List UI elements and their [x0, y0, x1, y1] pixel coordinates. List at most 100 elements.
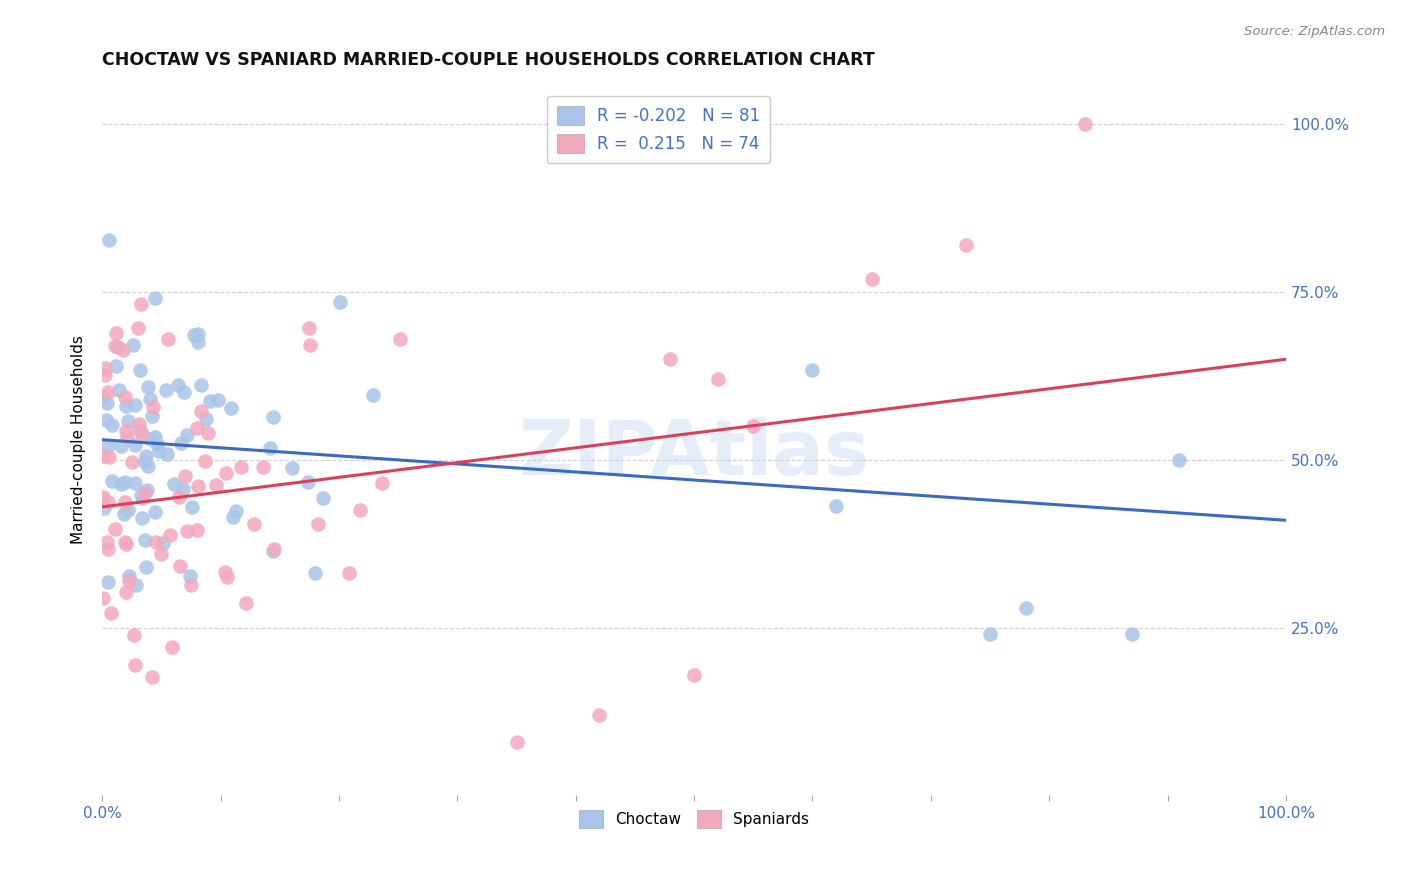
Point	[955, 238, 977, 252]
Point	[136, 458, 159, 473]
Point	[361, 388, 384, 402]
Point	[263, 542, 285, 557]
Point	[207, 393, 229, 408]
Point	[98, 233, 121, 247]
Point	[94, 368, 117, 382]
Point	[304, 566, 326, 581]
Point	[141, 432, 163, 446]
Point	[215, 466, 238, 480]
Point	[128, 417, 150, 431]
Point	[110, 476, 132, 491]
Point	[389, 332, 412, 346]
Point	[124, 475, 146, 490]
Point	[114, 494, 136, 508]
Point	[1121, 627, 1143, 641]
Point	[115, 399, 138, 413]
Point	[337, 566, 360, 580]
Point	[160, 640, 183, 654]
Point	[214, 565, 236, 579]
Point	[143, 430, 166, 444]
Point	[93, 591, 115, 605]
Point	[100, 606, 122, 620]
Point	[96, 439, 118, 453]
Point	[860, 271, 883, 285]
Point	[190, 377, 212, 392]
Point	[129, 296, 152, 310]
Point	[179, 568, 201, 582]
Point	[104, 522, 127, 536]
Point	[132, 491, 155, 505]
Point	[107, 340, 129, 354]
Point	[215, 570, 238, 584]
Point	[159, 528, 181, 542]
Point	[683, 667, 706, 681]
Point	[349, 502, 371, 516]
Point	[180, 577, 202, 591]
Point	[117, 503, 139, 517]
Point	[169, 559, 191, 574]
Point	[94, 413, 117, 427]
Point	[125, 578, 148, 592]
Point	[135, 449, 157, 463]
Point	[115, 585, 138, 599]
Point	[94, 360, 117, 375]
Point	[105, 359, 128, 373]
Point	[252, 459, 274, 474]
Point	[152, 536, 174, 550]
Point	[235, 596, 257, 610]
Point	[801, 363, 824, 377]
Point	[371, 475, 394, 490]
Point	[706, 372, 728, 386]
Point	[136, 483, 159, 497]
Point	[112, 507, 135, 521]
Point	[93, 490, 115, 504]
Point	[134, 455, 156, 469]
Point	[97, 450, 120, 464]
Point	[129, 488, 152, 502]
Point	[129, 362, 152, 376]
Point	[108, 383, 131, 397]
Point	[96, 535, 118, 549]
Point	[157, 332, 180, 346]
Point	[312, 491, 335, 506]
Point	[136, 380, 159, 394]
Point	[118, 569, 141, 583]
Point	[143, 291, 166, 305]
Text: ZIPAtlas: ZIPAtlas	[519, 417, 870, 491]
Point	[141, 670, 163, 684]
Point	[110, 438, 132, 452]
Point	[198, 394, 221, 409]
Y-axis label: Married-couple Households: Married-couple Households	[72, 335, 86, 544]
Point	[142, 401, 165, 415]
Point	[659, 352, 682, 367]
Point	[298, 338, 321, 352]
Point	[104, 326, 127, 341]
Point	[96, 395, 118, 409]
Point	[97, 574, 120, 589]
Point	[134, 533, 156, 548]
Point	[114, 535, 136, 549]
Point	[1073, 117, 1095, 131]
Point	[114, 390, 136, 404]
Point	[131, 426, 153, 441]
Point	[1168, 453, 1191, 467]
Point	[101, 474, 124, 488]
Point	[97, 494, 120, 508]
Text: Source: ZipAtlas.com: Source: ZipAtlas.com	[1244, 25, 1385, 38]
Point	[139, 392, 162, 407]
Point	[262, 544, 284, 558]
Point	[134, 486, 156, 500]
Point	[225, 504, 247, 518]
Point	[1014, 600, 1036, 615]
Point	[111, 343, 134, 357]
Point	[97, 541, 120, 556]
Point	[979, 627, 1001, 641]
Point	[167, 490, 190, 504]
Point	[259, 441, 281, 455]
Point	[121, 455, 143, 469]
Point	[118, 574, 141, 588]
Point	[221, 401, 243, 416]
Point	[229, 459, 252, 474]
Point	[135, 560, 157, 574]
Point	[298, 321, 321, 335]
